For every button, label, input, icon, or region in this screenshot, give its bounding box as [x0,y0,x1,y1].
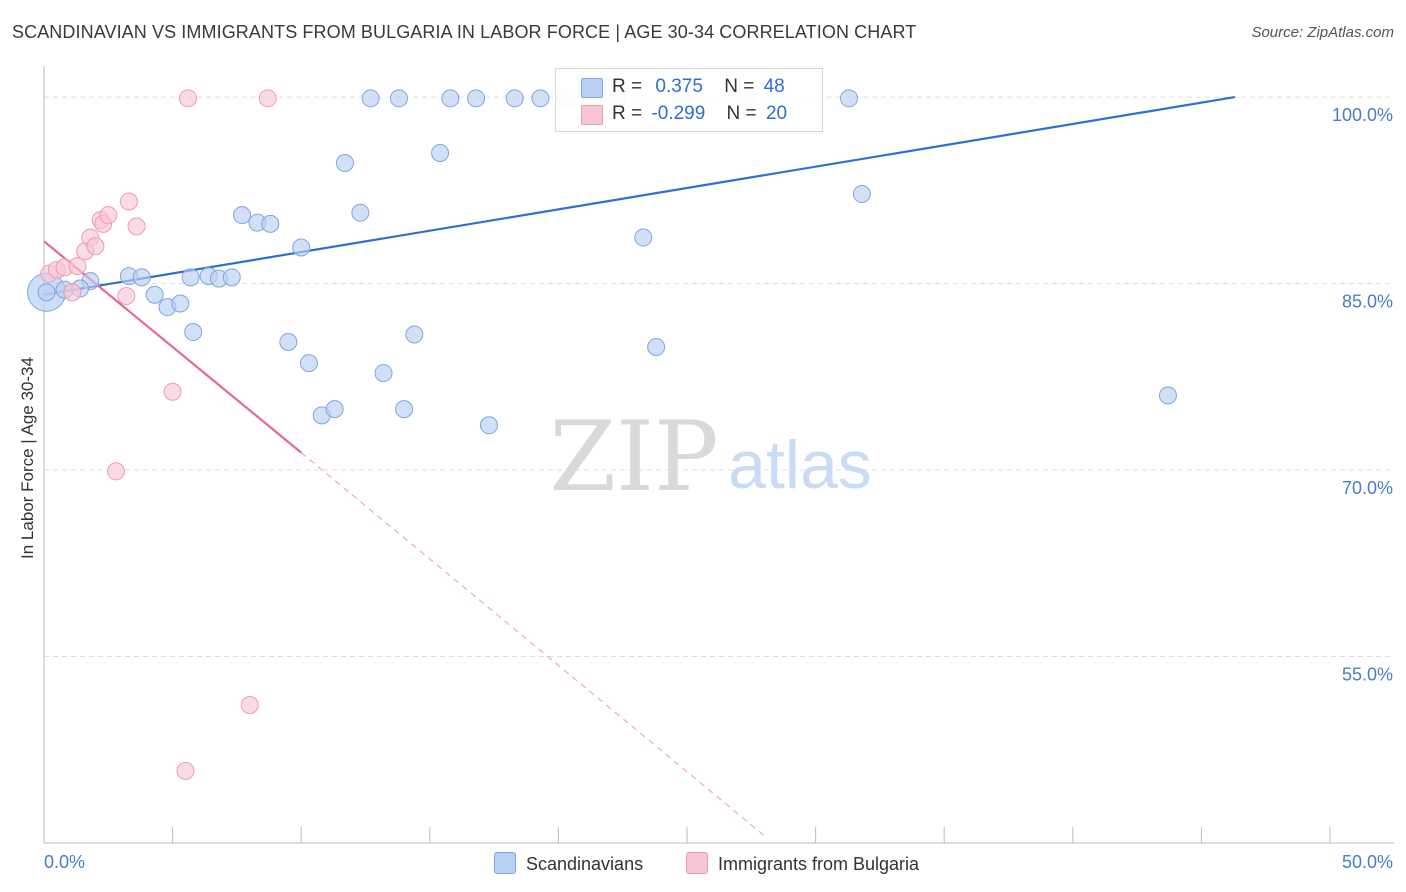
data-point-scandinavians [171,294,190,313]
watermark-zip: ZIP [549,401,718,513]
legend-swatch-blue [494,852,516,874]
legend-n-value: 20 [765,103,788,124]
legend-swatch-pink [686,852,708,874]
x-tick-label-min: 0.0% [44,852,86,872]
data-point-scandinavians [479,416,498,435]
data-point-scandinavians [431,144,450,163]
data-point-bulgaria [117,286,136,305]
source-credit: Source: ZipAtlas.com [1251,24,1394,41]
legend-n-value: 48 [763,76,785,97]
legend-label-scandinavians: Scandinavians [526,854,644,874]
y-axis-label: In Labor Force | Age 30-34 [18,357,37,559]
legend-n-label: N = [726,103,757,124]
data-point-scandinavians [467,89,486,108]
x-tick-label-max: 50.0% [1341,852,1393,872]
legend-swatch-pink [581,105,603,125]
data-point-scandinavians [634,228,653,247]
data-point-bulgaria [258,89,277,108]
data-point-scandinavians [132,268,151,287]
data-point-bulgaria [119,192,138,211]
data-point-bulgaria [86,237,105,256]
data-point-bulgaria [68,257,87,276]
legend-r-value: 0.375 [655,76,703,97]
legend-r-label: R = [612,76,643,97]
watermark-atlas: atlas [728,427,872,503]
legend-n-label: N = [724,76,755,97]
data-point-scandinavians [505,89,524,108]
data-point-scandinavians [37,283,56,302]
data-point-scandinavians [261,214,280,233]
correlation-legend: R = 0.375 N = 48 R = -0.299 N = 20 [555,68,823,132]
data-point-bulgaria [107,462,126,481]
data-point-scandinavians [840,89,859,108]
data-point-scandinavians [374,364,393,383]
data-point-scandinavians [222,268,241,287]
data-point-bulgaria [127,217,146,236]
data-point-scandinavians [181,268,200,287]
legend-r-label: R = [612,103,643,124]
legend-r-value: -0.299 [651,103,706,124]
y-tick-label: 55.0% [1342,665,1393,685]
axes [43,66,1394,844]
chart-title: SCANDINAVIAN VS IMMIGRANTS FROM BULGARIA… [12,22,917,42]
data-point-scandinavians [361,89,380,108]
trend-line-scandinavians [43,95,1236,296]
data-point-scandinavians [441,89,460,108]
legend-swatch-blue [581,78,603,98]
trend-line-bulgaria-extension [300,452,765,837]
y-tick-label: 100.0% [1332,105,1393,125]
data-point-bulgaria [99,206,118,225]
data-point-bulgaria [240,696,259,715]
data-point-scandinavians [405,325,424,344]
data-point-bulgaria [63,283,82,302]
legend-item-scandinavians[interactable]: Scandinavians [494,852,643,875]
data-point-scandinavians [1158,386,1177,405]
data-point-scandinavians [351,203,370,222]
series-legend: Scandinavians Immigrants from Bulgaria [0,852,1406,878]
data-point-scandinavians [325,400,344,419]
grid-lines [44,96,1394,658]
legend-label-bulgaria: Immigrants from Bulgaria [718,854,920,874]
data-point-scandinavians [852,185,871,204]
y-tick-labels: 100.0% 85.0% 70.0% 55.0% [1332,105,1393,684]
data-point-bulgaria [163,382,182,401]
y-tick-label: 85.0% [1342,292,1393,312]
data-point-scandinavians [279,332,298,351]
data-point-scandinavians [233,206,252,225]
data-point-scandinavians [335,153,354,172]
data-point-scandinavians [389,89,408,108]
legend-item-bulgaria[interactable]: Immigrants from Bulgaria [686,852,919,875]
data-point-bulgaria [179,89,198,108]
data-point-scandinavians [145,285,164,304]
data-point-scandinavians [184,323,203,342]
data-point-scandinavians [299,354,318,373]
data-point-bulgaria [176,761,195,780]
data-point-scandinavians [531,89,550,108]
data-point-scandinavians [292,238,311,257]
data-point-scandinavians [647,337,666,356]
y-tick-label: 70.0% [1342,478,1393,498]
data-point-scandinavians [395,400,414,419]
